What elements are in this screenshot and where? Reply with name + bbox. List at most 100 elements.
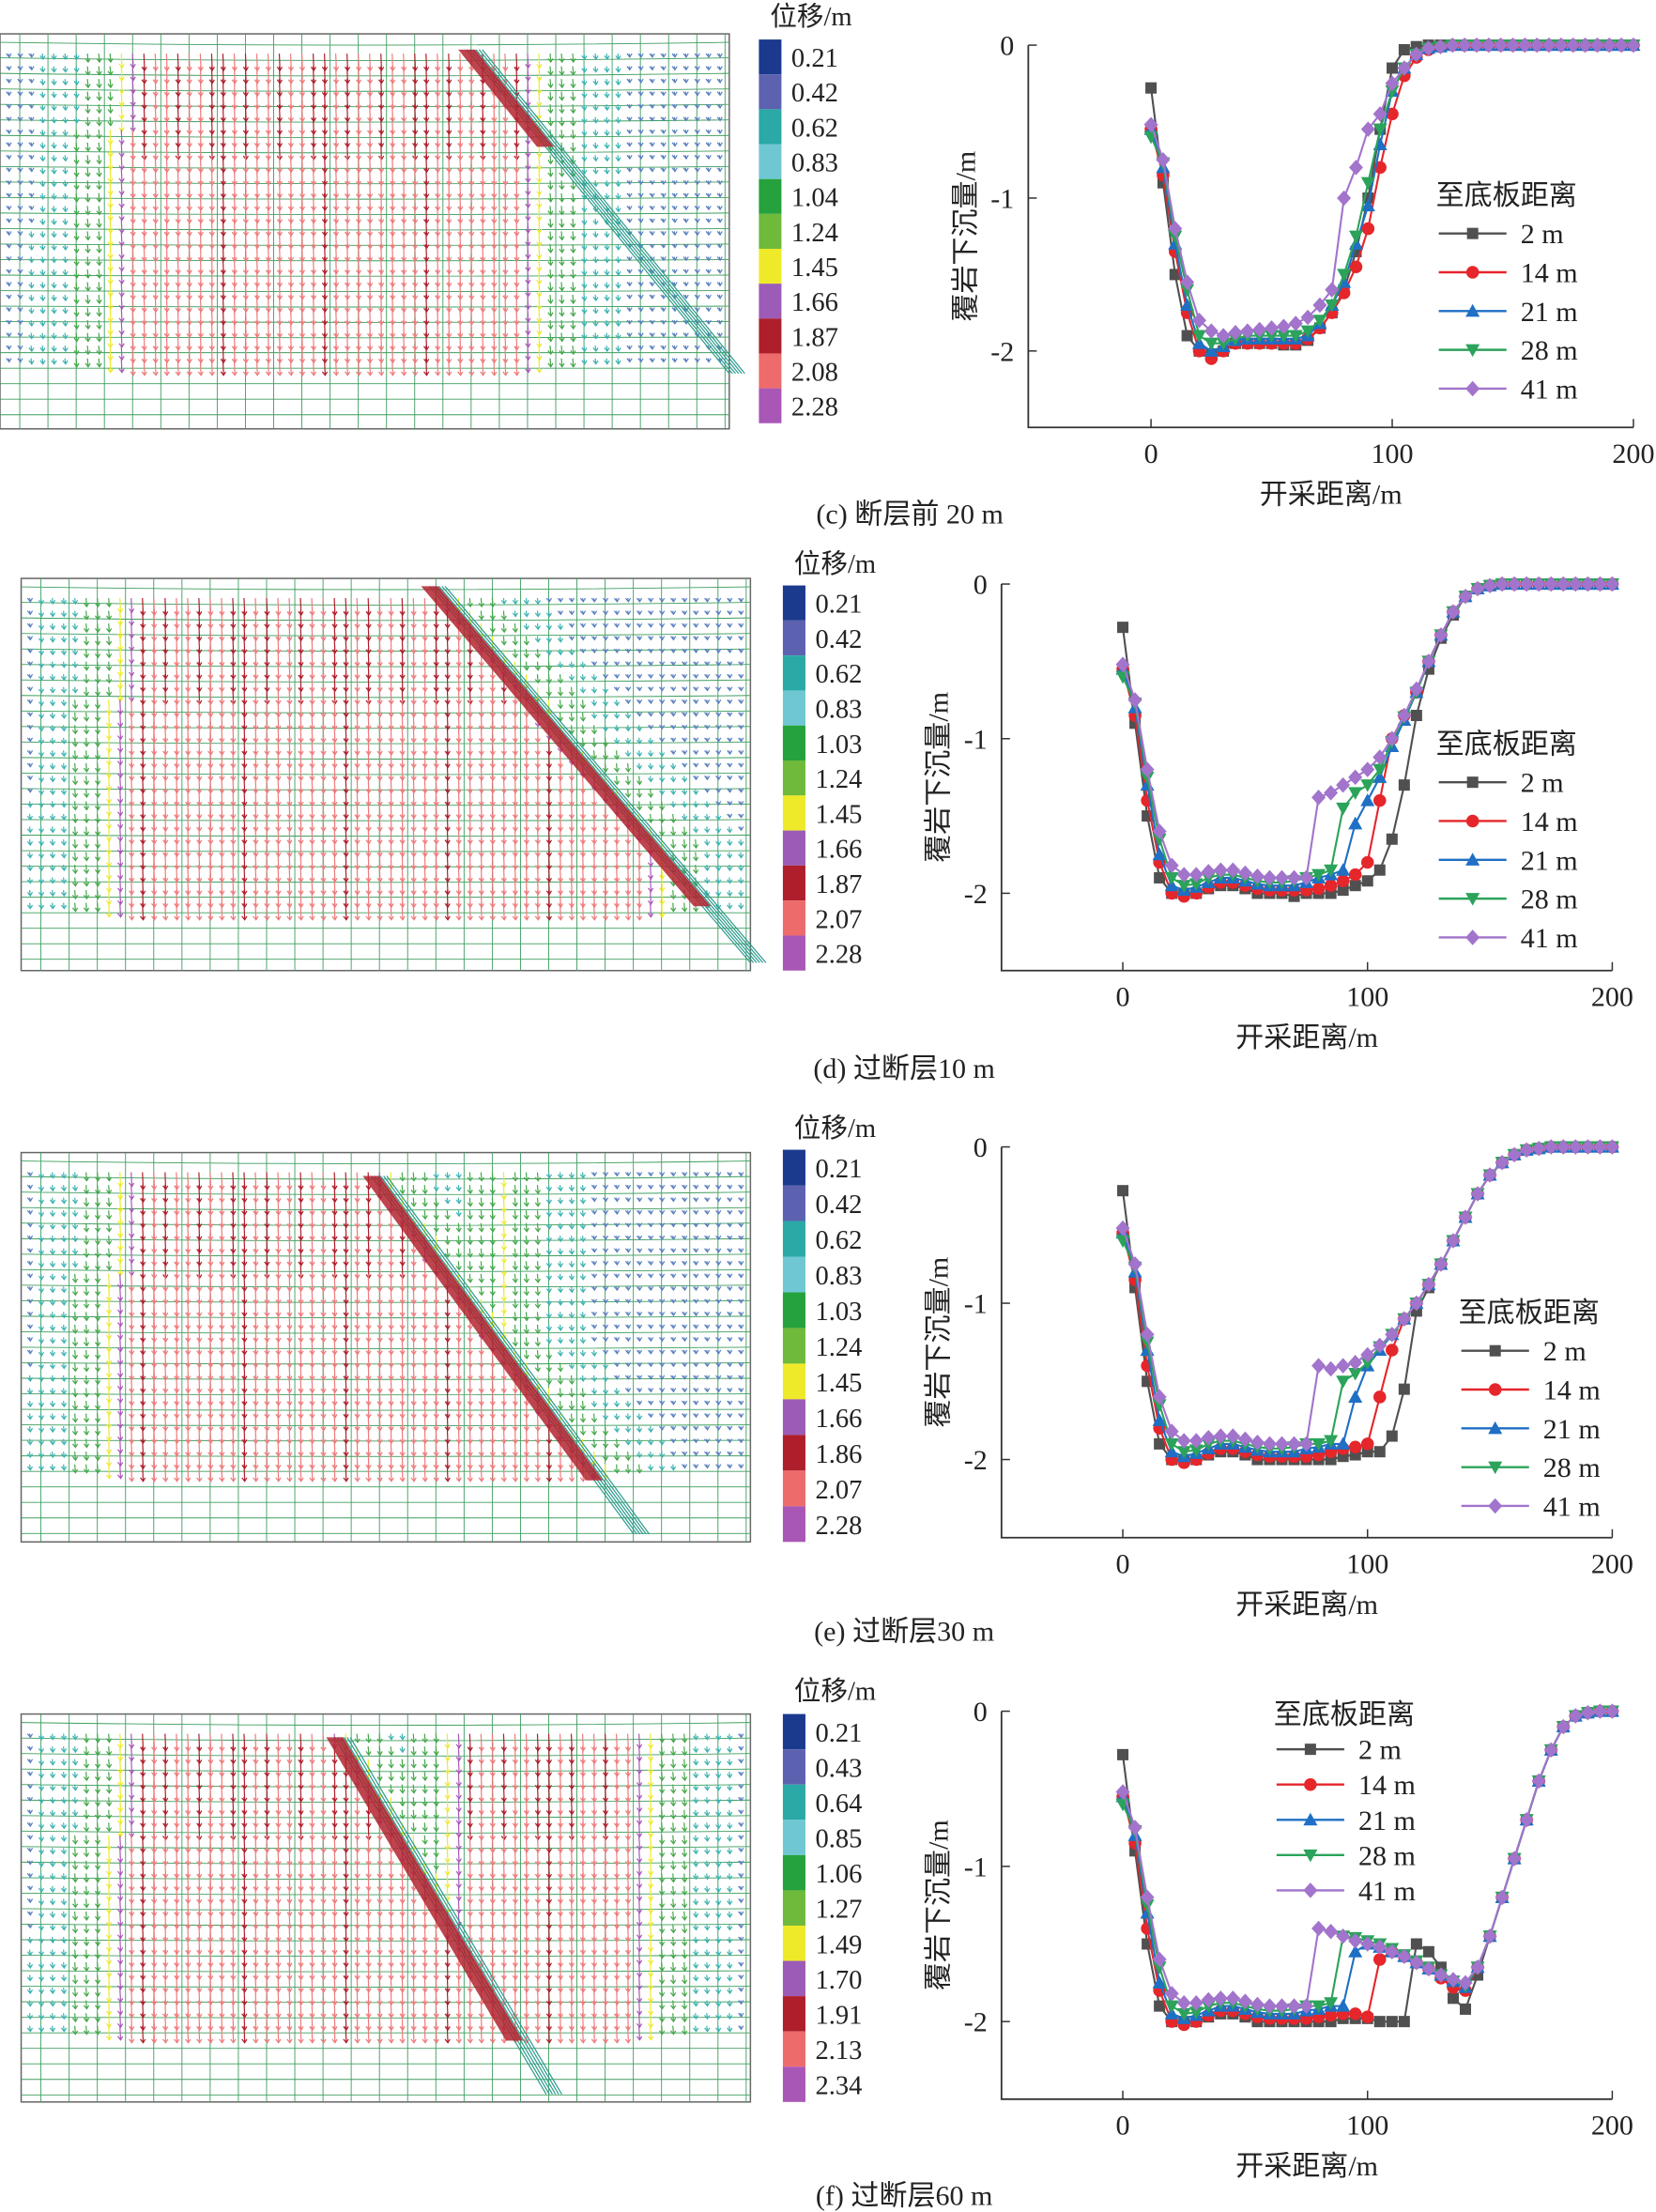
legend-swatch — [759, 178, 782, 214]
diamond-marker — [1568, 1708, 1583, 1724]
series-legend-label: 2 m — [1521, 767, 1564, 799]
series-legend-label: 2 m — [1521, 218, 1564, 250]
diamond-marker — [1434, 1256, 1449, 1272]
legend-swatch — [782, 1749, 805, 1785]
diamond-marker — [1360, 1346, 1375, 1363]
panel-f: 位移/m 0.21 0.43 0.64 0.85 1.06 1.27 1.49 1.70 1.91… — [20, 1677, 1633, 2211]
panel-caption: (f) 过断层60 m — [816, 2179, 993, 2211]
square-marker — [1361, 875, 1373, 887]
displacement-vectors — [6, 53, 723, 363]
triangle-up-marker — [1360, 198, 1375, 212]
triangle-down-marker — [1336, 802, 1351, 816]
diamond-marker — [1556, 576, 1571, 592]
legend-value: 0.62 — [815, 1226, 862, 1255]
circle-marker — [1349, 260, 1363, 274]
displacement-vectors — [130, 54, 520, 376]
series-legend-label: 28 m — [1543, 1452, 1601, 1483]
triangle-up-marker — [1336, 1999, 1351, 2012]
x-tick-label: 0 — [1116, 1547, 1130, 1579]
displacement-color-legend: 位移/m 0.21 0.43 0.64 0.85 1.06 1.27 1.49 1.70 1.91… — [782, 1677, 876, 2102]
y-tick-label: -2 — [964, 2006, 988, 2038]
displacement-vectors — [129, 598, 643, 921]
x-tick-label: 100 — [1346, 2109, 1388, 2141]
triangle-up-marker — [1164, 1444, 1179, 1458]
legend-value: 0.43 — [815, 1754, 862, 1783]
series-legend-label: 28 m — [1358, 1839, 1416, 1871]
triangle-down-marker — [1465, 893, 1480, 906]
displacement-simulation — [0, 33, 745, 430]
diamond-marker — [1303, 1882, 1318, 1898]
diamond-marker — [1311, 1358, 1326, 1374]
triangle-up-marker — [1180, 298, 1195, 311]
triangle-down-marker — [1348, 787, 1363, 800]
legend-swatch — [782, 725, 805, 761]
legend-value: 1.04 — [791, 184, 838, 213]
triangle-down-marker — [1164, 2000, 1179, 2014]
displacement-vectors — [26, 1172, 744, 1469]
legend-value: 1.91 — [815, 2001, 862, 2030]
panel-caption: (d) 过断层10 m — [813, 1052, 995, 1084]
diamond-marker — [1495, 576, 1510, 592]
triangle-up-marker — [1336, 1436, 1351, 1450]
diamond-marker — [1191, 312, 1206, 329]
diamond-marker — [1348, 160, 1363, 176]
y-axis-label: 覆岩下沉量/m — [949, 151, 981, 322]
triangle-up-marker — [1488, 1421, 1503, 1435]
chart-axes — [1000, 584, 1613, 972]
diamond-marker — [1237, 865, 1252, 882]
legend-swatch — [759, 39, 782, 75]
triangle-down-marker — [1324, 1997, 1339, 2010]
triangle-down-marker — [1372, 763, 1388, 777]
triangle-down-marker — [1385, 84, 1400, 99]
legend-title: 位移/m — [770, 2, 851, 32]
legend-value: 2.13 — [815, 2036, 862, 2066]
diamond-marker — [1433, 38, 1448, 54]
square-marker — [1154, 871, 1166, 883]
diamond-marker — [1288, 315, 1303, 331]
x-tick-label: 200 — [1591, 2109, 1633, 2141]
legend-value: 0.21 — [815, 1155, 862, 1184]
legend-swatch — [782, 1784, 805, 1820]
diamond-marker — [1252, 321, 1267, 338]
legend-value: 1.86 — [815, 1440, 862, 1469]
triangle-down-marker — [1360, 1357, 1375, 1370]
diamond-marker — [1164, 1986, 1179, 2002]
square-marker — [1337, 884, 1349, 897]
y-tick-label: -2 — [964, 878, 988, 910]
panel-e: 位移/m 0.21 0.42 0.62 0.83 1.03 1.24 1.45 1.66 1.86… — [20, 1114, 1633, 1647]
displacement-color-legend: 位移/m 0.21 0.42 0.62 0.83 1.03 1.24 1.45 1.66 1.87… — [782, 549, 876, 971]
square-marker — [1466, 227, 1479, 239]
fault-plane — [466, 49, 745, 375]
square-marker — [1117, 1185, 1129, 1197]
x-axis-label: 开采距离/m — [1260, 478, 1403, 510]
y-axis-label: 覆岩下沉量/m — [923, 1257, 955, 1428]
x-axis-label: 开采距离/m — [1235, 1022, 1378, 1053]
legend-swatch — [782, 1820, 805, 1855]
square-marker — [1386, 833, 1398, 845]
triangle-down-marker — [1168, 230, 1183, 244]
x-tick-label: 0 — [1116, 980, 1130, 1012]
series-legend-label: 21 m — [1521, 844, 1578, 876]
diamond-marker — [1531, 576, 1546, 592]
diamond-marker — [1324, 1360, 1339, 1377]
displacement-simulation — [20, 1713, 752, 2103]
triangle-up-marker — [1152, 1975, 1167, 1989]
triangle-down-marker — [1204, 337, 1219, 351]
legend-swatch — [782, 1221, 805, 1257]
diamond-marker — [1287, 869, 1302, 886]
diamond-marker — [1299, 1998, 1314, 2014]
diamond-marker — [1152, 823, 1167, 839]
circle-marker — [1311, 882, 1326, 896]
chart-axes — [1000, 1146, 1613, 1539]
diamond-marker — [1446, 1972, 1461, 1988]
diamond-marker — [1164, 857, 1179, 874]
displacement-vectors — [28, 54, 621, 365]
legend-value: 1.70 — [815, 1966, 862, 1995]
panel-caption: (e) 过断层30 m — [814, 1615, 994, 1647]
x-tick-label: 0 — [1144, 438, 1158, 469]
displacement-vectors — [141, 54, 520, 376]
legend-swatch — [759, 388, 782, 423]
diamond-marker — [1274, 1436, 1289, 1452]
legend-swatch — [782, 1996, 805, 2032]
diamond-marker — [1168, 221, 1183, 237]
